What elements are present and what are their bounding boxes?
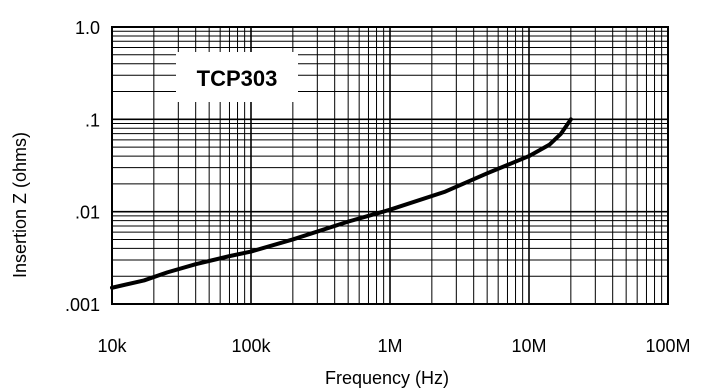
x-tick-label: 10M xyxy=(511,336,546,356)
x-tick-label: 100k xyxy=(231,336,271,356)
annotation-label: TCP303 xyxy=(197,66,278,91)
y-tick-label: 1.0 xyxy=(75,18,100,38)
y-axis-label: Insertion Z (ohms) xyxy=(10,132,30,278)
x-tick-label: 10k xyxy=(97,336,127,356)
x-tick-label: 100M xyxy=(645,336,690,356)
series-line xyxy=(110,117,573,290)
y-tick-labels: .001 .01 .1 1.0 xyxy=(65,18,100,315)
x-tick-label: 1M xyxy=(377,336,402,356)
annotation-box: TCP303 xyxy=(176,52,298,102)
x-axis-label: Frequency (Hz) xyxy=(325,368,449,388)
plot-frame xyxy=(111,26,669,305)
x-tick-labels: 10k 100k 1M 10M 100M xyxy=(97,336,690,356)
y-tick-label: .01 xyxy=(75,203,100,223)
y-tick-label: .001 xyxy=(65,295,100,315)
y-tick-label: .1 xyxy=(85,110,100,130)
